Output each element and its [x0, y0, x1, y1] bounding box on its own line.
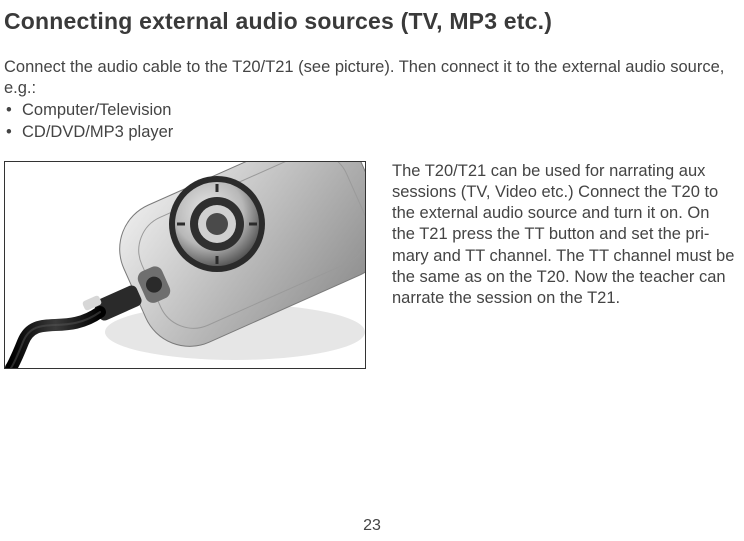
page-title: Connecting external audio sources (TV, M…	[0, 0, 744, 35]
bullet-list: Computer/Television CD/DVD/MP3 player	[4, 100, 744, 143]
body-paragraph: The T20/T21 can be used for narrating au…	[392, 161, 736, 309]
page-number: 23	[0, 517, 744, 535]
list-item: CD/DVD/MP3 player	[22, 122, 744, 143]
device-photo-svg	[5, 162, 365, 368]
intro-text: Connect the audio cable to the T20/T21 (…	[4, 57, 744, 98]
list-item: Computer/Television	[22, 100, 744, 121]
device-photo	[4, 161, 366, 369]
